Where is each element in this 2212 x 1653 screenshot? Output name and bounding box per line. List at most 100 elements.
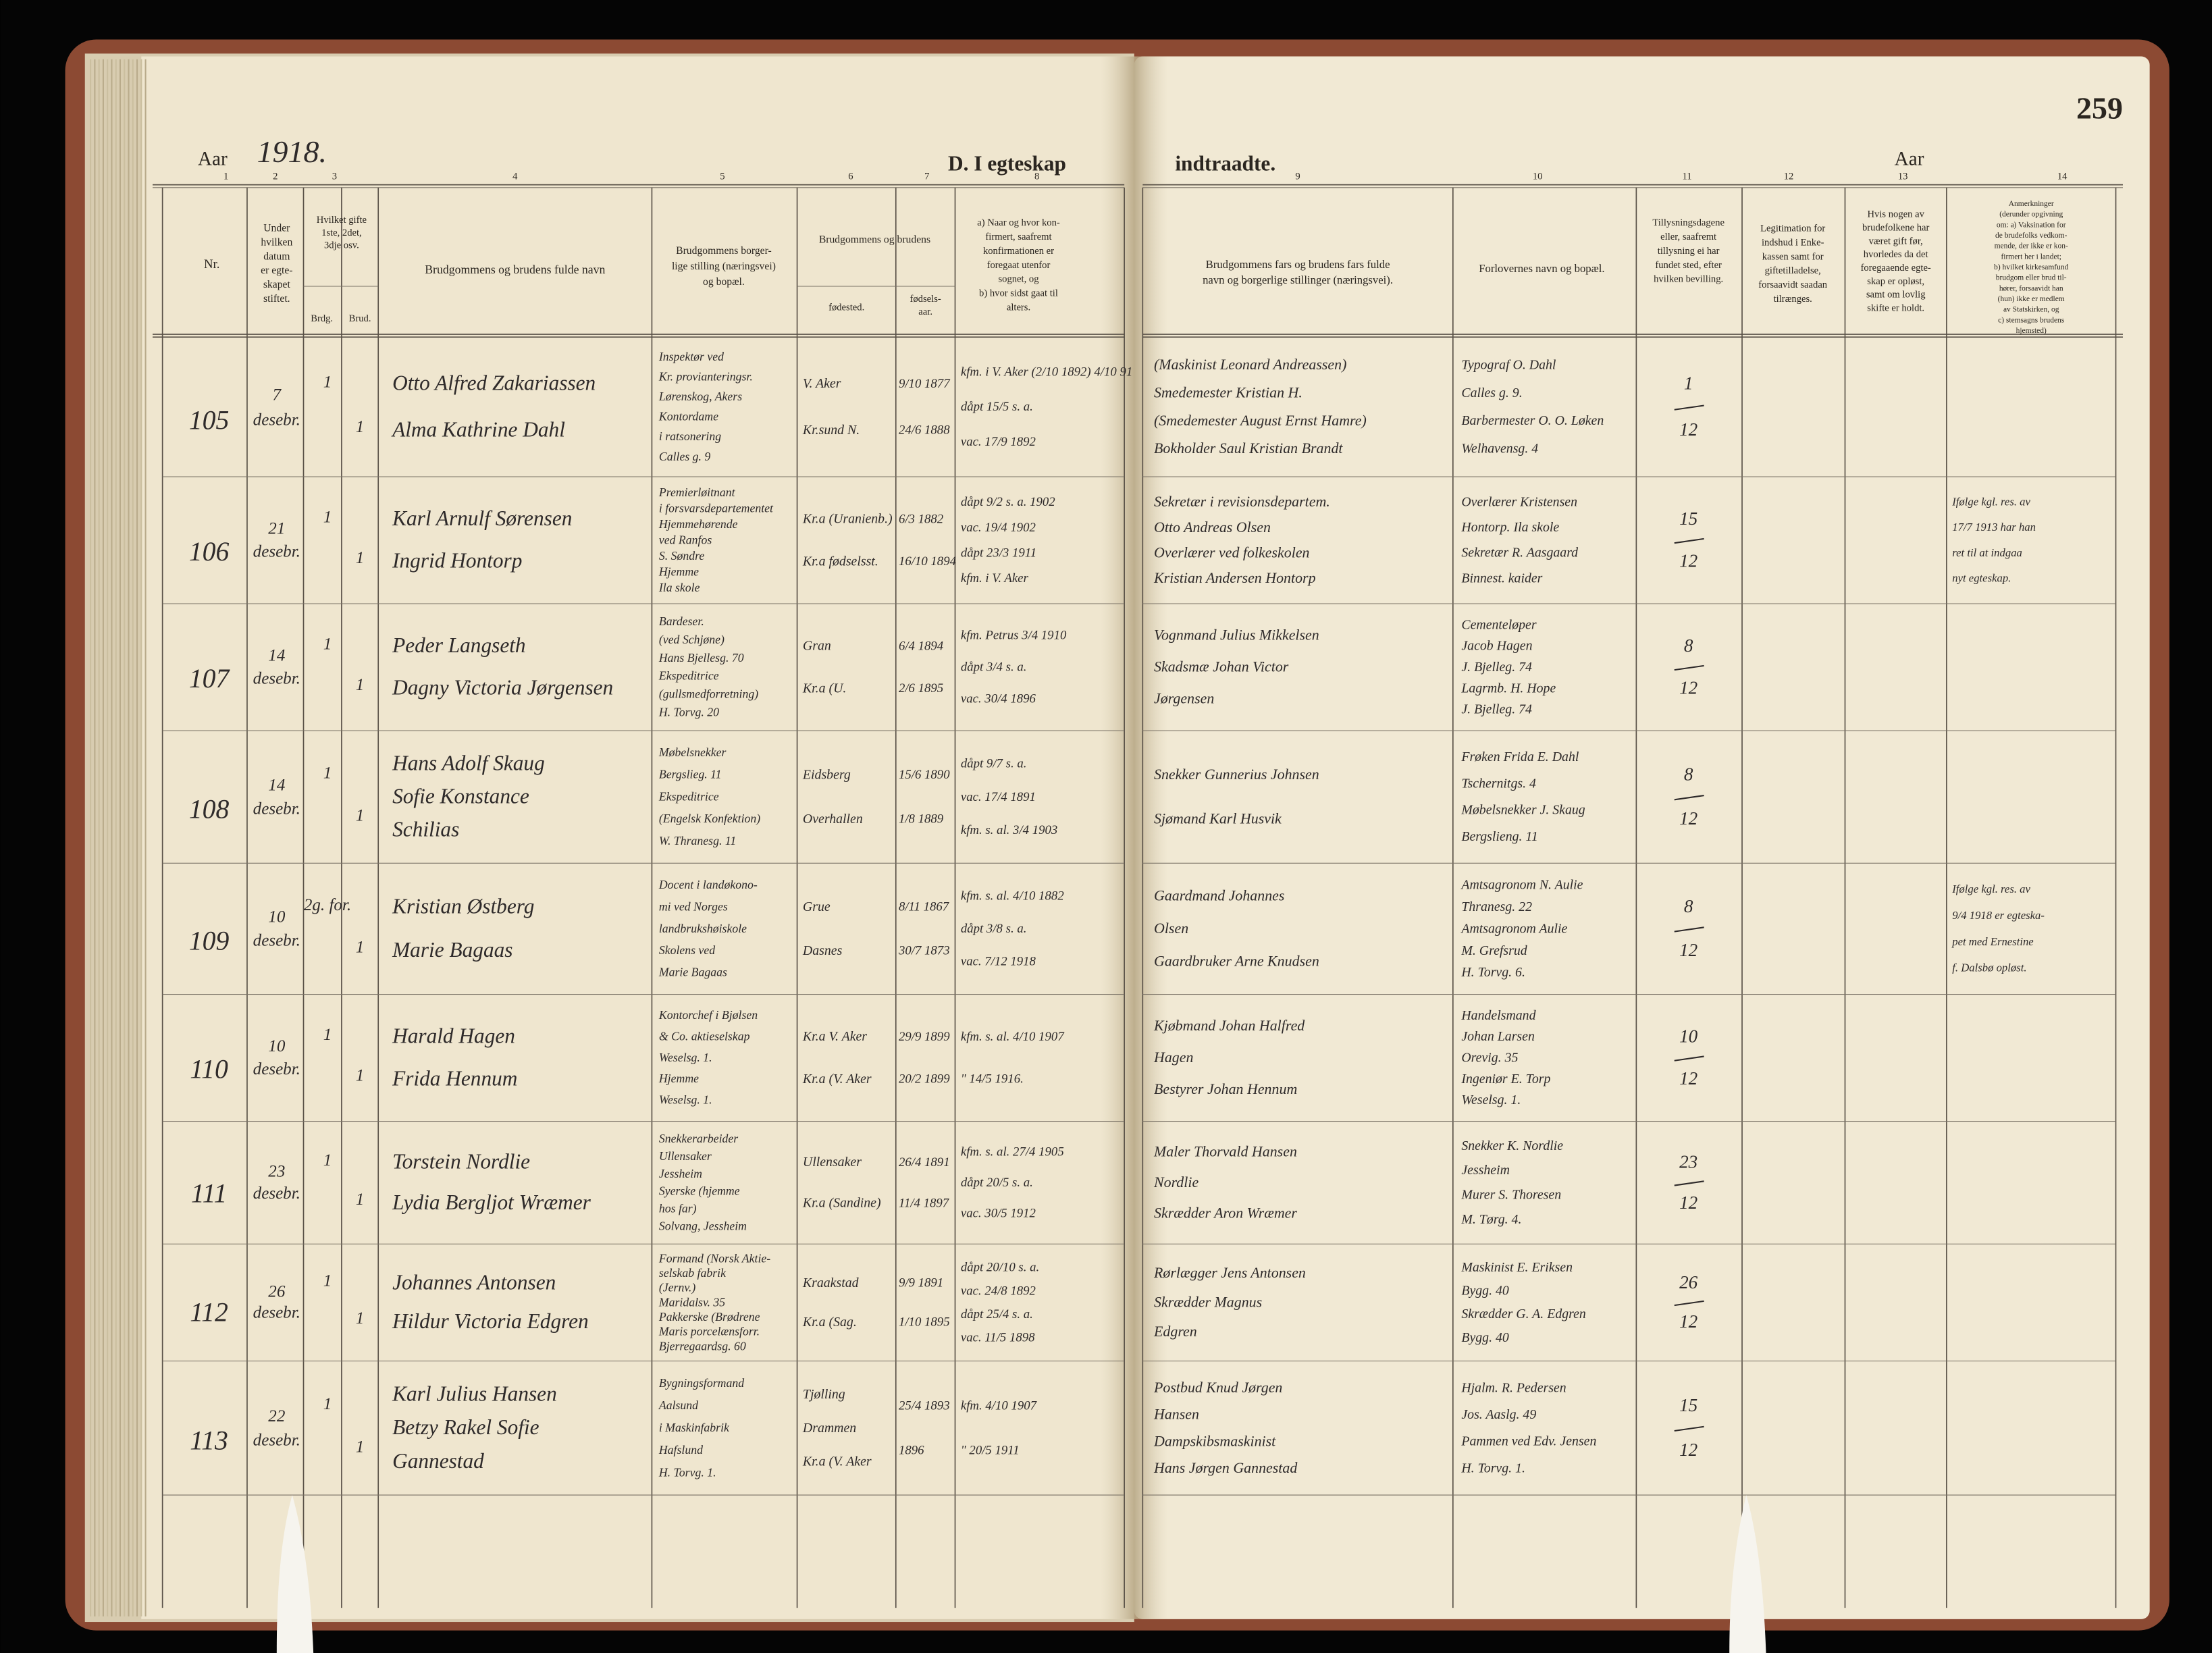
column-header: hvilken bevilling. <box>1654 274 1723 285</box>
occupation: Ullensaker <box>659 1149 712 1163</box>
couple-name: Peder Langseth <box>392 633 526 657</box>
title-left: D. I egteskap <box>948 152 1066 176</box>
couple-name: Dagny Victoria Jørgensen <box>392 676 613 700</box>
couple-name: Marie Bagaas <box>392 938 512 962</box>
groom-marriage-count: 1 <box>323 1272 332 1290</box>
confirmation: dåpt 23/3 1911 <box>961 546 1036 560</box>
column-header: er egte- <box>261 265 292 276</box>
birth-year: 6/3 1882 <box>899 512 943 526</box>
column-header: Forlovernes navn og bopæl. <box>1479 262 1604 275</box>
marriage-date: desebr. <box>253 669 300 687</box>
entry-number: 107 <box>189 664 231 693</box>
column-number: 14 <box>2057 171 2068 182</box>
fathers: Vognmand Julius Mikkelsen <box>1154 627 1319 644</box>
column-number: 2 <box>273 171 278 182</box>
fraction-bar <box>1674 664 1704 671</box>
witnesses: Jessheim <box>1461 1163 1510 1178</box>
couple-name: Johannes Antonsen <box>392 1270 556 1294</box>
column-header: brudgom eller brud til- <box>1996 274 2067 282</box>
confirmation: vac. 11/5 1898 <box>961 1331 1035 1345</box>
birth-place: Kr.a (Sandine) <box>802 1196 881 1211</box>
column-header: kassen samt for <box>1762 251 1824 262</box>
confirmation: dåpt 25/4 s. a. <box>961 1307 1033 1321</box>
witnesses: Møbelsnekker J. Skaug <box>1460 803 1585 818</box>
occupation: Skolens ved <box>659 943 715 957</box>
birth-year: 1/10 1895 <box>899 1315 950 1329</box>
column-header: firmert her i landet; <box>2001 253 2061 261</box>
remarks: nyt egteskap. <box>1952 571 2011 584</box>
column-number: 6 <box>848 171 853 182</box>
occupation: Formand (Norsk Aktie- <box>658 1251 770 1265</box>
fraction-bar <box>1674 1425 1704 1432</box>
marriage-date: 10 <box>268 1037 286 1055</box>
banns: 12 <box>1679 419 1697 440</box>
witnesses: Jacob Hagen <box>1461 639 1532 654</box>
birth-year: 9/9 1891 <box>899 1276 943 1290</box>
remarks: 9/4 1918 er egteska- <box>1952 909 2045 922</box>
column-header: om: a) Vaksination for <box>1997 221 2066 229</box>
witnesses: M. Grefsrud <box>1460 943 1527 958</box>
banns: 8 <box>1684 896 1693 916</box>
entry-number: 111 <box>191 1178 228 1208</box>
year: 1918. <box>257 134 327 169</box>
banns: 12 <box>1679 1311 1697 1332</box>
fraction-bar <box>1674 926 1704 933</box>
witnesses: Murer S. Thoresen <box>1460 1188 1561 1203</box>
column-header: skapet <box>263 279 291 290</box>
occupation: S. Søndre <box>659 549 704 562</box>
witnesses: Ingeniør E. Torp <box>1460 1072 1550 1086</box>
bride-marriage-count: 1 <box>356 676 365 694</box>
banns: 8 <box>1684 764 1693 785</box>
fathers: Olsen <box>1154 920 1188 937</box>
year-label-right: Aar <box>1895 148 1924 169</box>
marriage-date: desebr. <box>253 1303 300 1321</box>
confirmation: kfm. s. al. 27/4 1905 <box>961 1145 1064 1159</box>
witnesses: H. Torvg. 6. <box>1460 965 1525 980</box>
birth-place: Grue <box>803 899 831 914</box>
column-header: c) stemsagns brudens <box>1998 316 2065 324</box>
column-header: mende, der ikke er kon- <box>1995 242 2068 251</box>
occupation: i Maskinfabrik <box>659 1421 730 1434</box>
occupation: i forsvarsdepartementet <box>659 501 774 515</box>
banns: 10 <box>1679 1026 1698 1046</box>
column-header: Brudgommens borger- <box>676 245 772 257</box>
column-header: navn og borgerlige stillinger (næringsve… <box>1203 273 1393 286</box>
banns: 15 <box>1679 1395 1697 1415</box>
bride-marriage-count: 1 <box>356 1190 365 1209</box>
witnesses: J. Bjelleg. 74 <box>1461 660 1532 675</box>
banns: 12 <box>1679 1440 1697 1460</box>
groom-marriage-count: 1 <box>323 1151 332 1170</box>
groom-marriage-count: 1 <box>323 373 332 392</box>
confirmation: vac. 30/4 1896 <box>961 692 1036 706</box>
couple-name: Otto Alfred Zakariassen <box>392 371 596 395</box>
groom-marriage-count: 1 <box>323 1395 332 1413</box>
title-right: indtraadte. <box>1175 152 1275 176</box>
witnesses: Sekretær R. Aasgaard <box>1461 546 1578 560</box>
column-number: 5 <box>720 171 725 182</box>
witnesses: Welhavensg. 4 <box>1461 442 1538 456</box>
confirmation: dåpt 20/10 s. a. <box>961 1261 1039 1275</box>
fathers: Kjøbmand Johan Halfred <box>1153 1017 1305 1034</box>
confirmation: dåpt 20/5 s. a. <box>961 1176 1033 1190</box>
sub-header: aar. <box>918 307 932 317</box>
fathers: Gaardbruker Arne Knudsen <box>1154 953 1319 970</box>
occupation: Kontorchef i Bjølsen <box>658 1008 758 1022</box>
column-header: konfirmationen er <box>983 246 1054 257</box>
confirmation: vac. 19/4 1902 <box>961 521 1036 535</box>
fathers: Sjømand Karl Husvik <box>1154 810 1282 826</box>
fathers: Jørgensen <box>1154 690 1214 707</box>
birth-year: 16/10 1894 <box>899 554 956 569</box>
fathers: Sekretær i revisionsdepartem. <box>1154 493 1330 510</box>
column-number: 3 <box>332 171 337 182</box>
confirmation: vac. 24/8 1892 <box>961 1284 1036 1298</box>
birth-place: Kr.a (V. Aker <box>802 1454 872 1469</box>
column-header: Nr. <box>204 257 219 271</box>
occupation: Weselsg. 1. <box>659 1093 712 1107</box>
sub-header: Brud. <box>349 313 371 324</box>
occupation: Aalsund <box>658 1398 698 1412</box>
marriage-date: desebr. <box>253 411 300 429</box>
column-number: 11 <box>1683 171 1692 182</box>
column-header: lige stilling (næringsvei) <box>672 261 776 272</box>
groom-marriage-count: 1 <box>323 635 332 654</box>
marriage-date: 21 <box>268 520 285 538</box>
